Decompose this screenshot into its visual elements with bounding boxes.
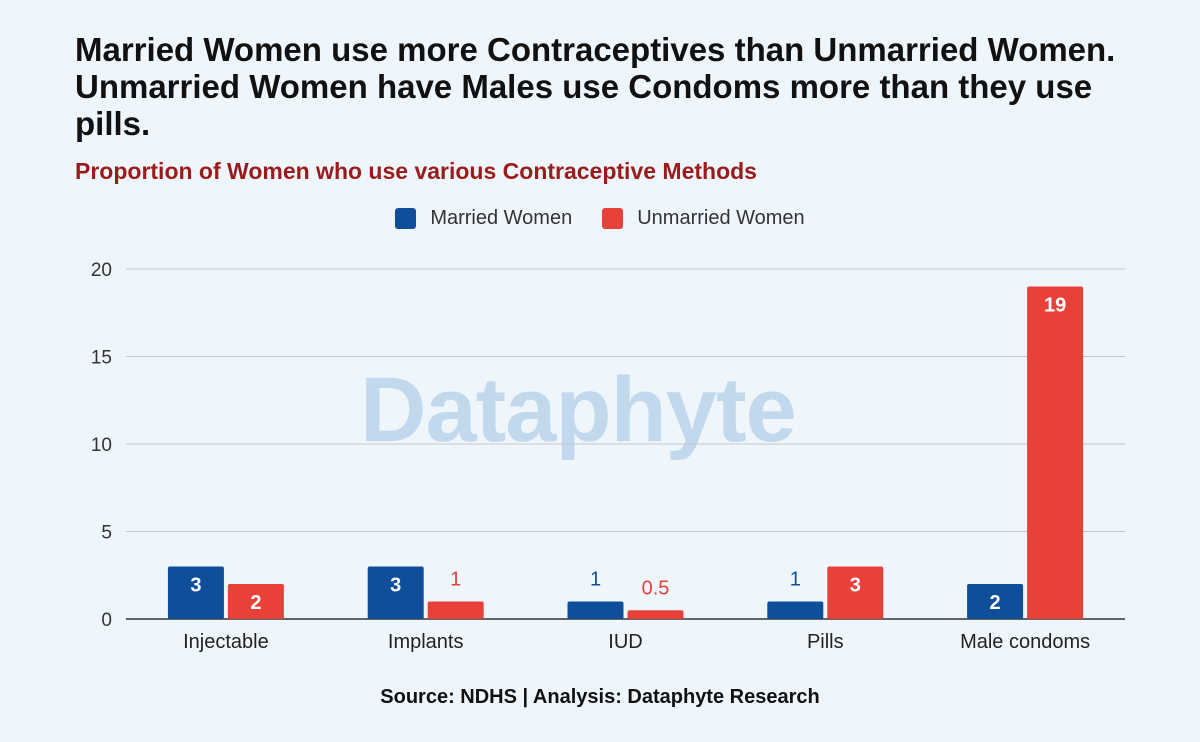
legend-item-unmarried: Unmarried Women bbox=[602, 207, 805, 230]
bar bbox=[967, 584, 1024, 619]
x-tick-label: Male condoms bbox=[960, 631, 1090, 653]
source-note: Source: NDHS | Analysis: Dataphyte Resea… bbox=[380, 686, 820, 708]
data-label: 1 bbox=[790, 569, 801, 591]
legend-label-unmarried: Unmarried Women bbox=[637, 207, 805, 229]
data-label: 1 bbox=[450, 569, 461, 591]
y-tick-label: 0 bbox=[101, 610, 112, 631]
data-label: 2 bbox=[990, 592, 1001, 614]
legend-item-married: Married Women bbox=[395, 207, 572, 230]
data-label: 2 bbox=[250, 592, 261, 614]
legend-swatch-married bbox=[395, 208, 417, 229]
y-tick-label: 20 bbox=[91, 260, 112, 281]
bar bbox=[367, 566, 424, 619]
bar bbox=[567, 601, 624, 619]
data-label: 3 bbox=[390, 575, 401, 597]
data-label: 19 bbox=[1044, 295, 1066, 317]
x-tick-label: Injectable bbox=[183, 631, 269, 653]
legend-label-married: Married Women bbox=[430, 207, 573, 229]
data-label: 1 bbox=[590, 569, 601, 591]
legend: Married Women Unmarried Women bbox=[0, 207, 1200, 230]
chart-title: Married Women use more Contraceptives th… bbox=[75, 31, 1116, 142]
chart-subtitle: Proportion of Women who use various Cont… bbox=[75, 158, 757, 184]
x-tick-label: IUD bbox=[608, 631, 642, 653]
bar bbox=[827, 566, 884, 619]
bar bbox=[427, 601, 484, 619]
y-tick-label: 10 bbox=[91, 435, 112, 456]
data-label: 3 bbox=[190, 575, 201, 597]
bar bbox=[167, 566, 224, 619]
x-tick-label: Implants bbox=[388, 631, 464, 653]
x-tick-label: Pills bbox=[807, 631, 844, 653]
bar bbox=[227, 584, 284, 619]
bar bbox=[627, 610, 684, 619]
data-label: 3 bbox=[850, 575, 861, 597]
legend-swatch-unmarried bbox=[602, 208, 624, 229]
bar bbox=[1027, 286, 1084, 619]
y-tick-label: 5 bbox=[101, 523, 112, 544]
y-tick-label: 15 bbox=[91, 348, 112, 369]
bar bbox=[767, 601, 824, 619]
data-label: 0.5 bbox=[642, 577, 670, 599]
